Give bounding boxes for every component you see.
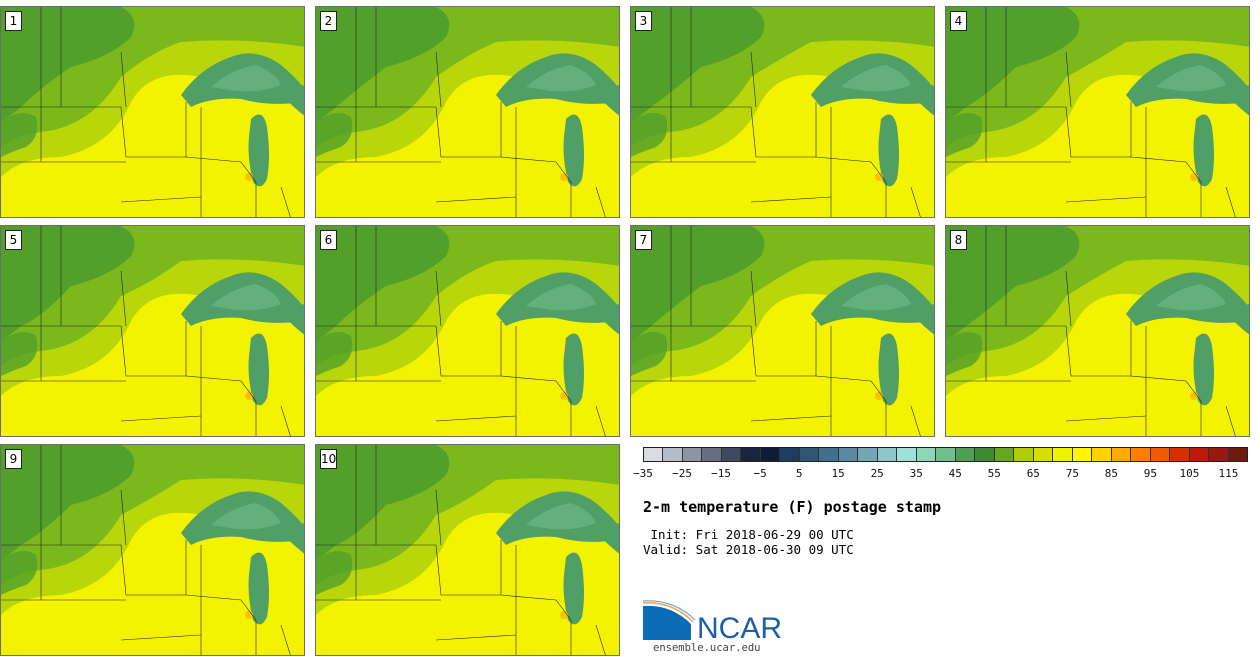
colorbar-tick-label: 105 [1179, 467, 1200, 480]
colorbar-swatch [858, 448, 878, 461]
colorbar-swatch [721, 448, 742, 461]
colorbar-swatch [1170, 448, 1190, 461]
member-map-5: 5 [0, 225, 305, 437]
colorbar-swatch [1072, 448, 1093, 461]
member-map-10: 10 [315, 444, 620, 656]
colorbar-swatch [994, 448, 1015, 461]
ncar-logo: NCAR [642, 600, 793, 645]
colorbar-swatch [663, 448, 683, 461]
colorbar-swatch [1014, 448, 1034, 461]
temperature-colorbar [643, 447, 1248, 462]
member-map-9: 9 [0, 444, 305, 656]
member-map-7: 7 [630, 225, 935, 437]
colorbar-swatch [897, 448, 917, 461]
member-number: 4 [950, 11, 967, 31]
colorbar-swatch [644, 448, 664, 461]
colorbar-swatch [1053, 448, 1073, 461]
colorbar-tick-label: −35 [633, 467, 653, 480]
colorbar-tick-label: −25 [672, 467, 692, 480]
figure-title: 2-m temperature (F) postage stamp [643, 498, 942, 516]
colorbar-tick-label: 15 [831, 467, 845, 480]
colorbar-swatch [936, 448, 956, 461]
website-url: ensemble.ucar.edu [653, 642, 761, 654]
init-time: Init: Fri 2018-06-29 00 UTC [643, 527, 854, 542]
member-number: 10 [320, 449, 337, 469]
colorbar-swatch [975, 448, 995, 461]
colorbar-tick-label: 5 [795, 467, 803, 480]
member-map-3: 3 [630, 6, 935, 218]
member-number: 9 [5, 449, 22, 469]
colorbar-swatch [819, 448, 839, 461]
colorbar-swatch [741, 448, 761, 461]
colorbar-swatch [1111, 448, 1132, 461]
colorbar-tick-label: 35 [909, 467, 923, 480]
colorbar-swatch [702, 448, 722, 461]
colorbar-tick-label: 115 [1218, 467, 1239, 480]
colorbar-tick-label: 95 [1143, 467, 1158, 480]
colorbar-tick-label: 85 [1104, 467, 1118, 480]
colorbar-swatch [955, 448, 976, 461]
colorbar-swatch [916, 448, 937, 461]
colorbar-tick-labels: −35 −25 −15 −5 5 15 25 35 45 55 65 75 85 95 105 115 [633, 467, 1248, 481]
colorbar-swatch [1209, 448, 1229, 461]
valid-time: Valid: Sat 2018-06-30 09 UTC [643, 542, 854, 557]
colorbar-swatch [780, 448, 800, 461]
member-map-4: 4 [945, 6, 1250, 218]
member-map-8: 8 [945, 225, 1250, 437]
colorbar-swatch [682, 448, 703, 461]
colorbar-swatch [799, 448, 820, 461]
member-number: 7 [635, 230, 652, 250]
member-map-1: 1 [0, 6, 305, 218]
member-number: 8 [950, 230, 967, 250]
colorbar-tick-label: 75 [1065, 467, 1079, 480]
colorbar-tick-label: −5 [753, 467, 767, 480]
colorbar-swatch [838, 448, 859, 461]
member-number: 5 [5, 230, 22, 250]
colorbar-tick-label: 25 [870, 467, 884, 480]
colorbar-swatch [1189, 448, 1210, 461]
colorbar-swatch [1228, 448, 1248, 461]
member-number: 2 [320, 11, 337, 31]
colorbar-tick-label: 65 [1026, 467, 1040, 480]
colorbar-swatch [1150, 448, 1171, 461]
svg-text:NCAR: NCAR [697, 612, 782, 644]
member-number: 3 [635, 11, 652, 31]
colorbar-swatch [1092, 448, 1112, 461]
member-number: 1 [5, 11, 22, 31]
member-number: 6 [320, 230, 337, 250]
member-map-2: 2 [315, 6, 620, 218]
colorbar-swatch [760, 448, 781, 461]
colorbar-swatch [877, 448, 898, 461]
colorbar-tick-label: −15 [711, 467, 731, 480]
member-map-6: 6 [315, 225, 620, 437]
colorbar-tick-label: 55 [987, 467, 1001, 480]
colorbar-swatch [1131, 448, 1151, 461]
colorbar-swatch [1033, 448, 1054, 461]
colorbar-tick-label: 45 [948, 467, 962, 480]
